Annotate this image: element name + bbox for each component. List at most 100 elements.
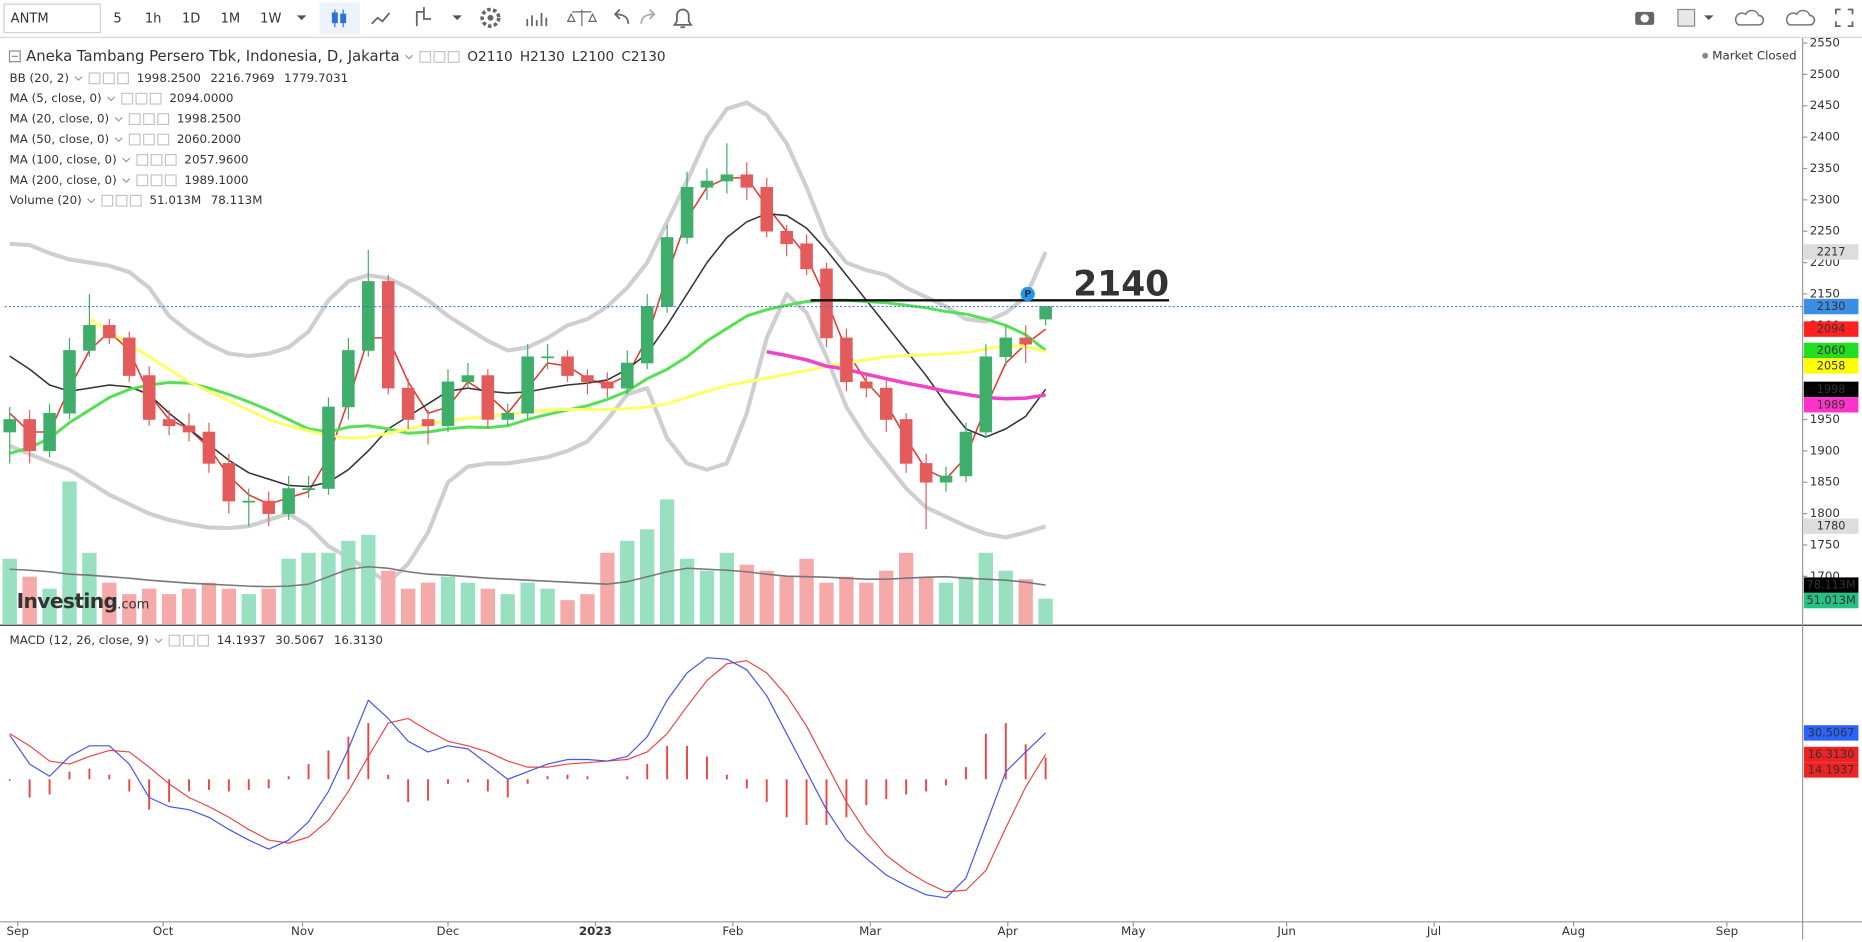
macd-histogram-bar — [506, 779, 509, 798]
legend-icon[interactable] — [143, 133, 155, 146]
candle-body — [381, 281, 395, 389]
legend-icon[interactable] — [157, 133, 170, 146]
macd-histogram-bar — [905, 779, 908, 795]
legend-icon[interactable] — [419, 51, 432, 63]
volume-bar — [978, 552, 994, 625]
interval-button[interactable]: 5 — [113, 11, 121, 26]
macd-histogram-bar — [247, 779, 250, 790]
alert-button[interactable] — [672, 8, 693, 29]
undo-button[interactable] — [613, 8, 630, 24]
legend-icon[interactable] — [164, 153, 177, 166]
layout-button[interactable] — [1677, 8, 1696, 27]
legend-caret[interactable] — [87, 198, 96, 204]
interval-button[interactable]: 1h — [145, 11, 162, 26]
legend-icon[interactable] — [136, 174, 149, 187]
macd-histogram-bar — [825, 779, 828, 825]
legend-icon[interactable] — [157, 113, 170, 126]
legend-caret[interactable] — [107, 96, 116, 102]
settings-center — [487, 14, 494, 21]
interval-dropdown[interactable] — [296, 15, 307, 21]
legend-icon[interactable] — [433, 51, 446, 63]
ma-line — [88, 317, 1046, 440]
legend-icon[interactable] — [447, 51, 460, 63]
ma-line — [9, 298, 1047, 455]
candle-body — [142, 375, 156, 420]
draw-dropdown[interactable] — [452, 15, 462, 21]
legend-caret[interactable] — [114, 137, 123, 143]
candle-body — [63, 350, 76, 414]
legend-caret[interactable] — [122, 178, 131, 183]
legend-icon[interactable] — [121, 92, 134, 105]
candle-body — [182, 425, 196, 433]
macd-histogram-bar — [945, 779, 947, 786]
legend-icon[interactable] — [164, 174, 177, 187]
macd-line — [9, 657, 1047, 899]
legend-icon[interactable] — [149, 92, 162, 105]
legend-icon[interactable] — [136, 153, 149, 166]
volume-bar — [42, 588, 57, 625]
volume-bar — [699, 570, 715, 625]
cloud-save-button[interactable] — [1785, 9, 1816, 26]
legend-icon[interactable] — [102, 72, 115, 85]
macd-histogram-bar — [1024, 744, 1027, 780]
legend-value: 1779.7031 — [284, 71, 348, 85]
candle-body — [43, 412, 56, 452]
cloud-load-button[interactable] — [1734, 9, 1765, 26]
interval-button[interactable]: 1M — [221, 11, 241, 26]
legend-icon[interactable] — [168, 634, 181, 647]
interval-button[interactable]: 1W — [260, 11, 281, 26]
legend-value: 30.5067 — [275, 633, 324, 647]
market-status: Market Closed — [1712, 48, 1796, 62]
title-caret[interactable] — [405, 54, 414, 60]
indicator-button[interactable] — [371, 12, 391, 25]
price-badge — [1803, 321, 1859, 337]
legend-icon[interactable] — [88, 72, 101, 85]
legend-icon[interactable] — [143, 113, 155, 126]
macd-histogram-bar — [546, 776, 549, 780]
y-tick-label: 1900 — [1810, 443, 1840, 457]
draw-button[interactable] — [415, 7, 432, 27]
candle-body — [601, 381, 614, 389]
price-badge — [1803, 381, 1859, 398]
legend-icon[interactable] — [150, 153, 163, 166]
macd-histogram-bar — [168, 779, 171, 803]
layout-dropdown[interactable] — [1704, 15, 1714, 21]
legend-icon[interactable] — [115, 194, 128, 207]
legend-icon[interactable] — [117, 72, 129, 85]
candle-body — [621, 362, 634, 389]
legend-icon[interactable] — [128, 113, 141, 126]
x-tick-label: 2023 — [579, 924, 612, 938]
candle-body — [222, 463, 236, 502]
macd-histogram-bar — [984, 733, 987, 780]
legend-name: Volume (20) — [10, 193, 82, 207]
legend-caret[interactable] — [74, 76, 83, 81]
legend-caret[interactable] — [122, 157, 131, 163]
candle-body — [640, 306, 654, 364]
legend-icon[interactable] — [129, 194, 142, 207]
candle-body — [162, 419, 176, 427]
interval-button[interactable]: 1D — [182, 11, 200, 26]
volume-bar — [719, 552, 735, 625]
legend-icon[interactable] — [101, 194, 114, 207]
volume-bar — [659, 499, 675, 625]
candle-type-button[interactable] — [319, 2, 360, 35]
candle-body — [421, 419, 435, 427]
candle-body — [481, 375, 495, 420]
studies-button[interactable] — [526, 13, 548, 27]
legend-caret[interactable] — [154, 638, 163, 644]
legend-icon[interactable] — [135, 92, 148, 105]
y-tick-label: 2300 — [1810, 192, 1840, 206]
candle-body — [242, 500, 256, 503]
legend-icon[interactable] — [150, 174, 163, 187]
symbol-box[interactable] — [3, 3, 101, 34]
legend-caret[interactable] — [114, 116, 123, 122]
legend-icon[interactable] — [182, 634, 195, 647]
legend-icon[interactable] — [197, 634, 210, 647]
fullscreen-button[interactable] — [1834, 8, 1854, 27]
redo-button[interactable] — [640, 8, 656, 24]
compare-button[interactable] — [566, 9, 598, 27]
legend-icon[interactable] — [128, 133, 141, 146]
candle-body — [680, 187, 694, 238]
candle-body — [362, 281, 375, 351]
x-tick-label: Sep — [1716, 924, 1738, 938]
